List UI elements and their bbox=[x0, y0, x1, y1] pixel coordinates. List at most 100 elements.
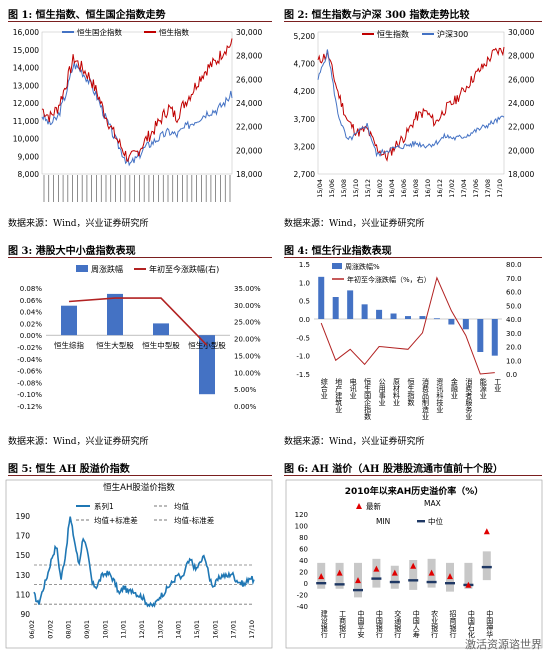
bar-weekly bbox=[107, 293, 123, 336]
chart-size-index: 0.08% 0.06% 0.04% 0.02% 0.00% -0.02% -0.04% -0.… bbox=[17, 264, 261, 411]
x-tick-label: 招商银行 bbox=[449, 609, 457, 639]
range-bar bbox=[335, 562, 344, 589]
legend-label: MAX bbox=[424, 499, 441, 508]
chart5-title: 图 5: 恒生 AH 股溢价指数 bbox=[8, 464, 130, 475]
legend-label: 恒生指数 bbox=[377, 29, 409, 39]
x-tick-label: 15/12 bbox=[364, 179, 372, 198]
y-tick: 40 bbox=[299, 557, 308, 565]
x-tick-label: 建设银行 bbox=[320, 609, 328, 639]
median-marker bbox=[445, 582, 455, 585]
y-right-tick: 22,000 bbox=[508, 123, 534, 132]
chart-hsi-hscei: 16,000 15,000 14,000 13,000 12,000 11,000 10,0… bbox=[13, 27, 262, 202]
x-tick-label: 07/02 bbox=[46, 620, 54, 639]
latest-marker bbox=[483, 528, 490, 535]
x-tick-label: 金融业 bbox=[450, 377, 458, 399]
legend-label: 均值-标准差 bbox=[174, 515, 215, 525]
x-tick-label: 地产建筑业 bbox=[335, 377, 343, 413]
y-tick: 80 bbox=[299, 534, 308, 542]
x-tick-label: 15/08 bbox=[340, 179, 348, 198]
legend-label: 年初至今涨跌幅(右) bbox=[149, 264, 219, 274]
y-right-tick: 20,000 bbox=[236, 146, 262, 155]
x-tick-label: 恒生指数 bbox=[407, 377, 415, 407]
y-left-tick: 14,000 bbox=[13, 64, 39, 73]
y-tick: 150 bbox=[16, 551, 31, 560]
series-hsi bbox=[317, 46, 505, 162]
y-tick: -20 bbox=[297, 592, 308, 600]
x-tick-label: 16/10 bbox=[424, 179, 432, 198]
x-tick-label: 综合业 bbox=[320, 377, 328, 399]
y-right-tick: 22,000 bbox=[236, 123, 262, 132]
y-tick: 190 bbox=[16, 512, 31, 521]
legend-label: 恒生指数 bbox=[159, 27, 189, 37]
legend-label: 系列1 bbox=[94, 501, 114, 511]
x-tick-label: 12/01 bbox=[138, 620, 146, 639]
legend-label: 恒生国企指数 bbox=[77, 27, 122, 37]
latest-marker bbox=[447, 573, 453, 580]
x-tick-label: 中国银行 bbox=[375, 609, 383, 639]
x-tick-label: 消费品制造业 bbox=[421, 377, 429, 420]
x-tick-label: 17/01 bbox=[230, 620, 238, 639]
y-right-tick: 25.00% bbox=[234, 319, 261, 327]
y-right-tick: 70.0 bbox=[506, 275, 522, 283]
bar-weekly bbox=[332, 297, 339, 319]
y-left-tick: -0.10% bbox=[17, 391, 42, 399]
chart-title: 恒生AH股溢价指数 bbox=[103, 482, 175, 493]
legend-label: MIN bbox=[376, 517, 390, 526]
median-marker bbox=[316, 582, 327, 585]
legend-label: 周涨跌幅% bbox=[345, 262, 380, 271]
bar-weekly bbox=[405, 316, 411, 319]
y-left-tick: 8,000 bbox=[18, 170, 40, 179]
range-bar bbox=[409, 560, 418, 590]
bar-weekly bbox=[448, 319, 455, 325]
divider bbox=[8, 475, 272, 476]
y-right-tick: 30,000 bbox=[236, 28, 262, 37]
divider bbox=[284, 21, 542, 22]
legend-label: 均值+标准差 bbox=[94, 515, 138, 525]
y-right-tick: 30.00% bbox=[234, 302, 261, 310]
bar-weekly bbox=[61, 305, 77, 336]
y-right-tick: 50.0 bbox=[506, 302, 522, 310]
x-tick-label: 17/04 bbox=[460, 179, 468, 198]
latest-marker bbox=[428, 569, 435, 576]
y-right-tick: 35.00% bbox=[234, 285, 261, 293]
y-left-tick: 12,000 bbox=[13, 99, 39, 108]
chart2-source: 数据来源：Wind，兴业证券研究所 bbox=[284, 219, 425, 229]
x-tick-label: 17/02 bbox=[448, 179, 456, 198]
chart1-source: 数据来源：Wind，兴业证券研究所 bbox=[8, 219, 149, 229]
series-csi300 bbox=[317, 49, 505, 158]
x-tick-label: 农业银行 bbox=[431, 609, 439, 639]
x-tick-label: 17/06 bbox=[472, 179, 480, 198]
y-left-tick: 0.00% bbox=[20, 332, 43, 340]
divider bbox=[284, 475, 542, 476]
x-tick-label: 16/06 bbox=[400, 179, 408, 198]
y-left-tick: -0.02% bbox=[17, 344, 42, 352]
bar-weekly bbox=[361, 304, 368, 319]
range-bar bbox=[390, 565, 399, 589]
chart1-title: 图 1: 恒生指数、恒生国企指数走势 bbox=[8, 10, 166, 21]
y-right-tick: 24,000 bbox=[236, 99, 262, 108]
y-right-tick: 28,000 bbox=[508, 52, 534, 61]
y-right-tick: 0.00% bbox=[234, 403, 257, 411]
bar-weekly bbox=[199, 335, 215, 395]
bar-weekly bbox=[347, 290, 354, 319]
bar-weekly bbox=[462, 319, 469, 330]
x-tick-label: 恒生大型股 bbox=[96, 340, 134, 350]
chart2-title: 图 2: 恒生指数与沪深 300 指数走势比较 bbox=[284, 10, 470, 21]
y-right-tick: 5.00% bbox=[234, 386, 257, 394]
y-right-tick: 24,000 bbox=[508, 99, 534, 108]
y-right-tick: 60.0 bbox=[506, 289, 522, 297]
legend-label: 均值 bbox=[174, 501, 189, 511]
y-right-tick: 30,000 bbox=[508, 28, 534, 37]
line-ytd bbox=[320, 276, 495, 375]
series-hscei bbox=[41, 62, 233, 167]
y-left-tick: 4,700 bbox=[294, 60, 316, 69]
x-tick-label: 中国石化 bbox=[467, 609, 475, 639]
y-left-tick: 0.08% bbox=[20, 285, 43, 293]
range-bar bbox=[372, 558, 381, 588]
y-right-tick: 20.0 bbox=[506, 344, 522, 352]
y-left-tick: -0.04% bbox=[17, 356, 42, 364]
bar-weekly bbox=[433, 318, 440, 320]
latest-marker bbox=[373, 565, 380, 572]
plot-area bbox=[41, 31, 233, 175]
